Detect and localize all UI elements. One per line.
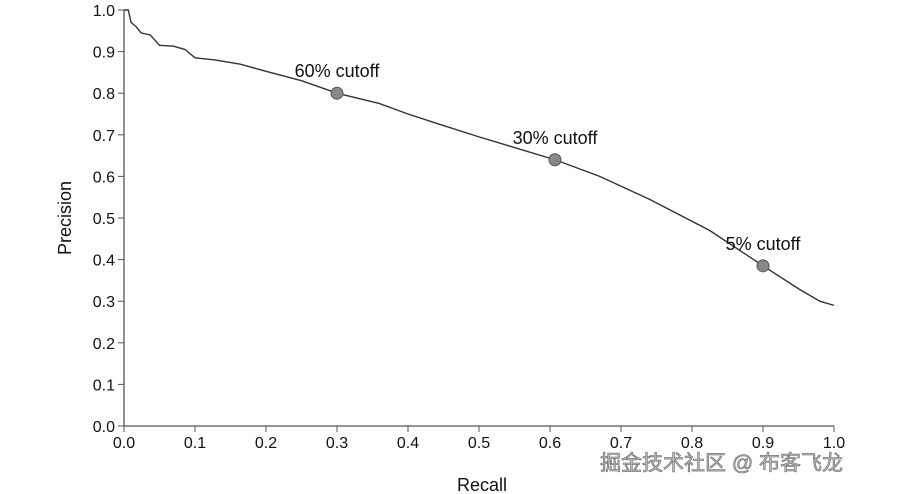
- x-tick-label: 0.6: [539, 435, 561, 452]
- cutoff-label: 60% cutoff: [295, 61, 381, 81]
- y-tick-label: 0.1: [93, 377, 115, 394]
- cutoff-label: 5% cutoff: [726, 234, 802, 254]
- cutoff-marker: [548, 153, 562, 167]
- y-tick-label: 0.7: [93, 128, 115, 145]
- x-tick-label: 0.0: [113, 435, 135, 452]
- pr-curve-line: [124, 9, 835, 307]
- x-axis-label: Recall: [457, 475, 507, 494]
- y-tick-label: 0.2: [93, 336, 115, 353]
- y-tick-label: 1.0: [93, 3, 115, 20]
- x-tick-label: 0.1: [184, 435, 206, 452]
- x-tick-label: 0.2: [255, 435, 277, 452]
- x-tick-label: 0.5: [468, 435, 490, 452]
- y-axis-label: Precision: [55, 181, 75, 255]
- cutoff-marker: [330, 86, 344, 100]
- x-tick-label: 0.4: [397, 435, 419, 452]
- y-tick-label: 0.4: [93, 253, 115, 270]
- x-tick-label: 0.9: [752, 435, 774, 452]
- x-tick-label: 0.3: [326, 435, 348, 452]
- y-tick-label: 0.9: [93, 45, 115, 62]
- y-tick-label: 0.8: [93, 86, 115, 103]
- y-tick-label: 0.0: [93, 419, 115, 436]
- y-tick-label: 0.3: [93, 294, 115, 311]
- cutoff-label: 30% cutoff: [513, 128, 599, 148]
- y-tick-label: 0.5: [93, 211, 115, 228]
- watermark: 掘金技术社区 @ 布客飞龙: [600, 452, 843, 475]
- y-tick-label: 0.6: [93, 169, 115, 186]
- cutoff-marker: [756, 259, 770, 273]
- x-tick-label: 1.0: [823, 435, 845, 452]
- x-tick-label: 0.8: [681, 435, 703, 452]
- x-tick-label: 0.7: [610, 435, 632, 452]
